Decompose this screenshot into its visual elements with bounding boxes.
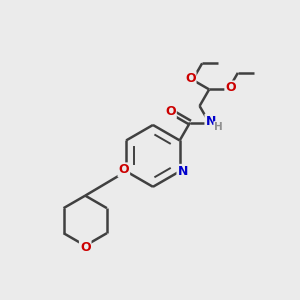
Text: O: O <box>165 105 176 118</box>
Text: H: H <box>214 122 223 132</box>
Text: O: O <box>80 241 91 254</box>
Text: N: N <box>178 165 188 178</box>
Text: O: O <box>225 82 236 94</box>
Text: N: N <box>206 115 216 128</box>
Text: O: O <box>185 72 196 85</box>
Text: O: O <box>118 164 129 176</box>
